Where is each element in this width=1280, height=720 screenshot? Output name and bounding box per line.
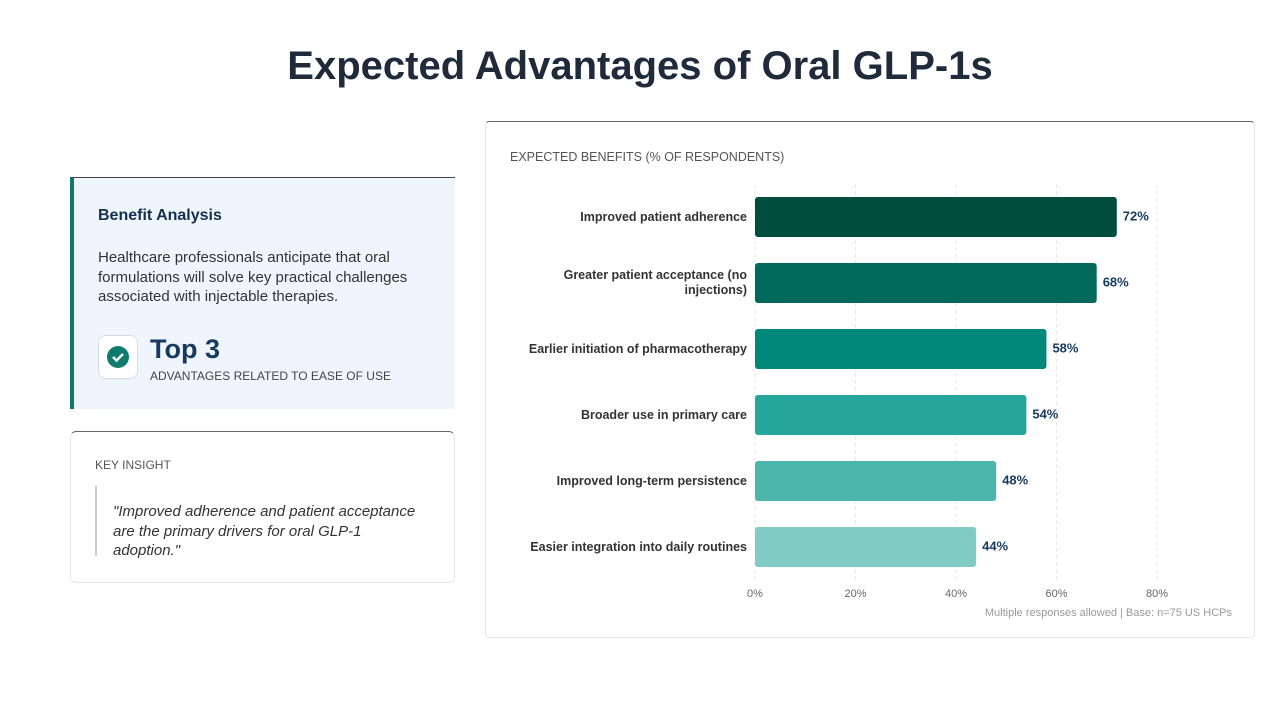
- x-tick-label: 20%: [844, 588, 866, 600]
- value-label: 54%: [1032, 406, 1058, 421]
- value-label: 44%: [982, 538, 1008, 553]
- category-label: Improved long-term persistence: [556, 473, 747, 488]
- insight-card: KEY INSIGHT "Improved adherence and pati…: [70, 431, 455, 583]
- page-title: Expected Advantages of Oral GLP-1s: [287, 44, 993, 88]
- insight-quote: "Improved adherence and patient acceptan…: [95, 486, 425, 559]
- x-tick-label: 80%: [1146, 588, 1168, 600]
- chart-title: EXPECTED BENEFITS (% OF RESPONDENTS): [510, 150, 785, 164]
- x-tick-label: 0%: [747, 588, 763, 600]
- value-label: 68%: [1103, 274, 1129, 289]
- x-tick-label: 40%: [945, 588, 967, 600]
- check-icon: [98, 335, 138, 379]
- chart: 0% 20% 40% 60% 80% 72% 68% 58% 54% 48% 44%: [747, 184, 1168, 600]
- bar: [755, 527, 977, 567]
- value-label: 48%: [1002, 472, 1028, 487]
- value-label: 72%: [1123, 208, 1149, 223]
- bar: [755, 263, 1097, 303]
- bar: [755, 461, 997, 501]
- analysis-heading: Benefit Analysis: [98, 207, 222, 224]
- value-label: 58%: [1052, 340, 1078, 355]
- chart-card: 0% 20% 40% 60% 80% 72% 68% 58% 54% 48% 44% EXPECTE…: [485, 121, 1255, 638]
- category-label: Improved patient adherence: [580, 209, 747, 224]
- analysis-card: Benefit Analysis Healthcare professional…: [70, 177, 455, 409]
- check-svg: [107, 346, 129, 368]
- stat: Top 3: [150, 334, 220, 364]
- insight-heading: KEY INSIGHT: [95, 458, 171, 472]
- stat-caption: ADVANTAGES RELATED TO EASE OF USE: [150, 369, 391, 383]
- category-label: Earlier initiation of pharmacotherapy: [528, 341, 747, 356]
- bar: [755, 197, 1117, 237]
- bar: [755, 329, 1047, 369]
- chart-note: Multiple responses allowed | Base: n=75 …: [984, 607, 1232, 619]
- x-tick-label: 60%: [1045, 588, 1067, 600]
- category-label: Easier integration into daily routines: [530, 539, 747, 554]
- bar: [755, 395, 1027, 435]
- category-label: Broader use in primary care: [580, 407, 747, 422]
- category-label: Greater patient acceptance (no injection…: [563, 268, 747, 297]
- analysis-body: Healthcare professionals anticipate that…: [98, 249, 408, 305]
